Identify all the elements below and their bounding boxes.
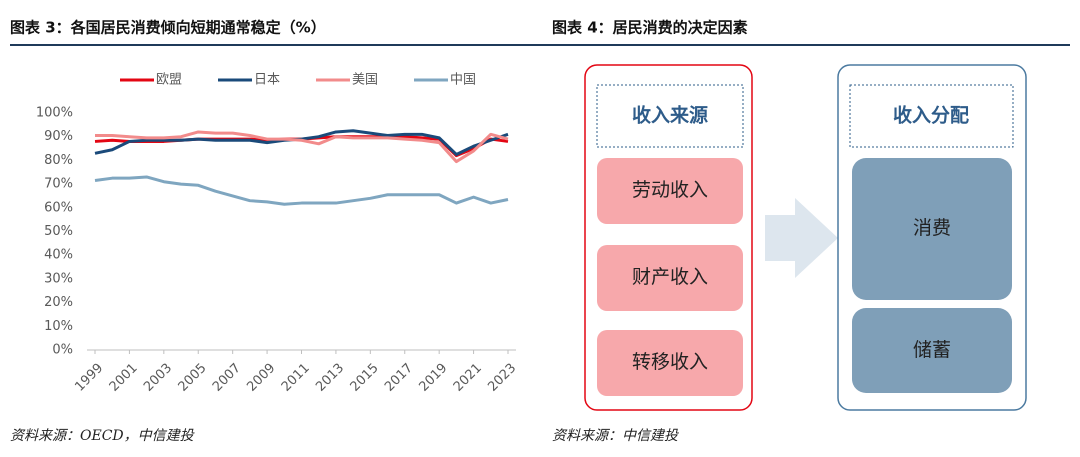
figure-title: 图表 4：居民消费的决定因素: [552, 19, 748, 37]
series-line: [94, 175, 509, 206]
item-box: [852, 158, 1012, 300]
diagram: 收入来源 劳动收入 财产收入 转移收入 收入分配 消费 储蓄: [584, 64, 1027, 411]
item-box: [597, 245, 743, 311]
x-tick-label: 2015: [348, 361, 382, 395]
arrow: [765, 198, 838, 278]
legend-label: 欧盟: [156, 73, 182, 88]
y-tick-label: 70%: [44, 177, 73, 192]
source-panel: [584, 64, 753, 411]
x-tick-label: 2019: [416, 361, 450, 395]
figure-title: 图表 3：各国居民消费倾向短期通常稳定（%）: [10, 19, 326, 37]
item-box: [597, 158, 743, 224]
source: 资料来源：中信建投: [552, 428, 680, 444]
x-tick-label: 2003: [141, 361, 175, 395]
x-tick-label: 2005: [176, 361, 210, 395]
item-label: 劳动收入: [632, 179, 708, 201]
legend-label: 中国: [450, 73, 476, 88]
y-tick-label: 50%: [44, 224, 73, 239]
item-label: 消费: [913, 217, 951, 239]
header-box: [849, 84, 1014, 148]
header-box: [596, 84, 744, 148]
y-tick-label: 90%: [44, 129, 73, 144]
y-tick-label: 60%: [44, 200, 73, 215]
x-tick-label: 1999: [72, 361, 106, 395]
y-tick-label: 20%: [44, 295, 73, 310]
x-tick-label: 2009: [244, 361, 278, 395]
y-tick-label: 100%: [36, 106, 73, 121]
y-tick-label: 80%: [44, 153, 73, 168]
x-tick-label: 2021: [451, 361, 485, 395]
y-tick-label: 40%: [44, 248, 73, 263]
x-tick-label: 2017: [382, 361, 416, 395]
x-tick-label: 2013: [313, 361, 347, 395]
x-tick-label: 2023: [485, 361, 519, 395]
panel-title: 收入分配: [893, 104, 969, 127]
item-label: 储蓄: [913, 339, 951, 361]
source: 资料来源：OECD，中信建投: [10, 428, 196, 444]
item-box: [597, 330, 743, 396]
line-chart: 0%10%20%30%40%50%60%70%80%90%100%1999 200…: [36, 73, 519, 395]
x-tick-label: 2011: [279, 361, 313, 395]
series-line: [95, 130, 509, 164]
x-tick-label: 2001: [107, 361, 141, 395]
panel-title: 收入来源: [632, 104, 708, 127]
item-box: [852, 308, 1012, 393]
item-label: 财产收入: [632, 266, 708, 288]
legend-label: 美国: [352, 73, 378, 88]
y-tick-label: 30%: [44, 271, 73, 286]
y-tick-label: 0%: [52, 343, 73, 358]
x-tick-label: 2007: [210, 361, 244, 395]
allocation-panel: [837, 64, 1027, 411]
y-tick-label: 10%: [44, 319, 73, 334]
item-label: 转移收入: [632, 351, 708, 373]
legend-label: 日本: [254, 73, 280, 88]
